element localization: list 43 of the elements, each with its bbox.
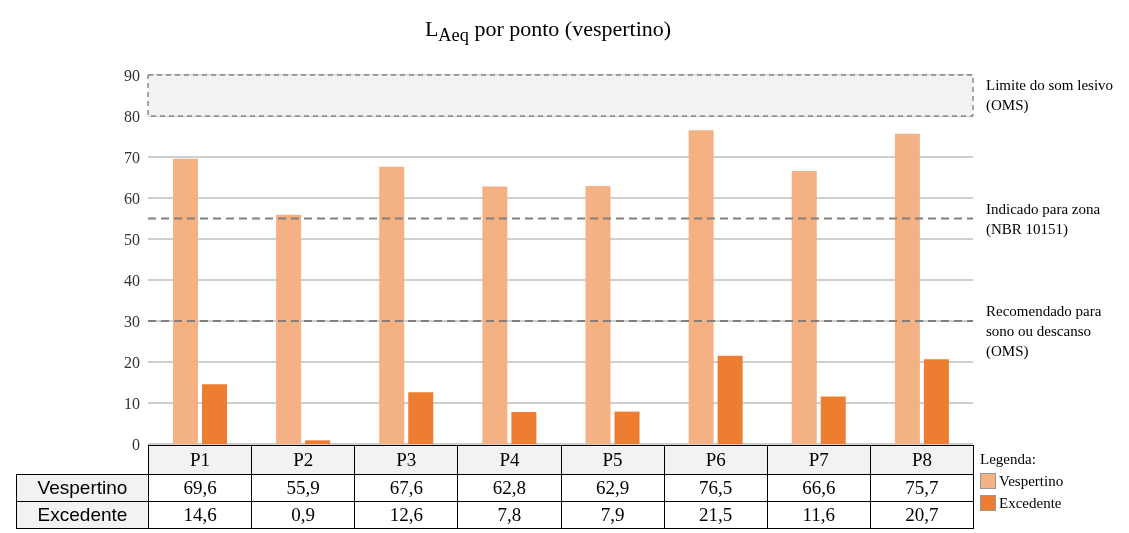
data-label: 55,9 xyxy=(251,474,355,502)
y-tick-label: 0 xyxy=(132,435,140,453)
data-label: 76,5 xyxy=(664,474,768,502)
data-label: 7,9 xyxy=(561,501,665,529)
y-tick-label: 80 xyxy=(124,107,140,125)
band-label: Limite do som lesivo (OMS) xyxy=(986,76,1115,115)
y-tick-label: 70 xyxy=(124,148,140,166)
data-label: 12,6 xyxy=(354,501,458,529)
x-tick-label: P2 xyxy=(251,445,355,475)
x-tick-label: P4 xyxy=(457,445,561,475)
y-tick-label: 90 xyxy=(124,66,140,84)
y-tick-label: 10 xyxy=(124,394,140,412)
data-label: 75,7 xyxy=(870,474,974,502)
legend-title: Legenda: xyxy=(980,450,1037,469)
text: Excedente xyxy=(37,504,128,525)
data-label: 0,9 xyxy=(251,501,355,529)
chart-title: L$_{Aeq}$ por ponto (vespertino) xyxy=(423,16,673,47)
x-tick-label: P8 xyxy=(870,445,974,475)
data-label: 21,5 xyxy=(664,501,768,529)
y-tick-label: 60 xyxy=(124,189,140,207)
y-tick-label: 50 xyxy=(124,230,140,248)
data-label: 14,6 xyxy=(148,501,252,529)
data-label: 11,6 xyxy=(767,501,871,529)
ref-line-label: Recomendado para sono ou descanso (OMS) xyxy=(986,302,1103,361)
data-label: 66,6 xyxy=(767,474,871,502)
x-tick-label: P6 xyxy=(664,445,768,475)
data-label: 62,8 xyxy=(457,474,561,502)
data-label: 7,8 xyxy=(457,501,561,529)
y-tick-label: 40 xyxy=(124,271,140,289)
text: Vespertino xyxy=(37,477,128,498)
x-tick-label: P5 xyxy=(561,445,665,475)
legend-label: Vespertino xyxy=(998,472,1064,491)
x-tick-label: P1 xyxy=(148,445,252,475)
data-label: 67,6 xyxy=(354,474,458,502)
data-label: 62,9 xyxy=(561,474,665,502)
y-tick-label: 20 xyxy=(124,353,140,371)
ref-line-label: Indicado para zona (NBR 10151) xyxy=(986,199,1102,239)
y-tick-label: 30 xyxy=(124,312,140,330)
legend-label: Excedente xyxy=(998,494,1063,513)
data-label: 69,6 xyxy=(148,474,252,502)
x-tick-label: P3 xyxy=(354,445,458,475)
data-label: 20,7 xyxy=(870,501,974,529)
x-tick-label: P7 xyxy=(767,445,871,475)
